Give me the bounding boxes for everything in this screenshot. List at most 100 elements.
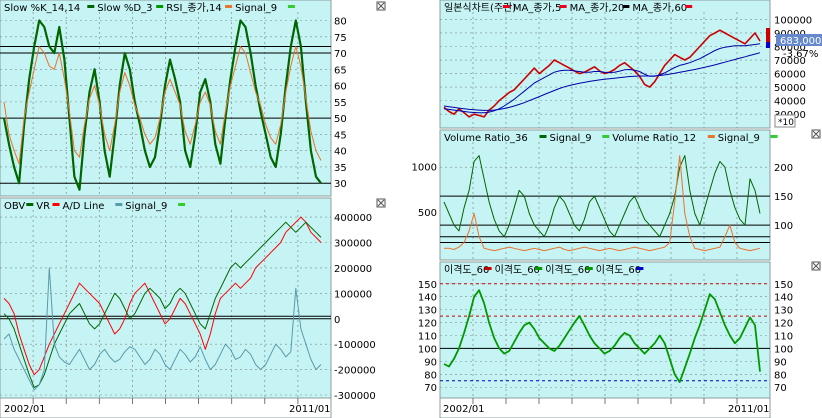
stochastic-legend-swatch (156, 5, 164, 8)
volume_ratio-legend-swatch (539, 135, 547, 138)
price-series-line (443, 52, 761, 111)
volume_ratio-axis-labels: 100 150 200 500 1000 (412, 163, 794, 233)
price-badge-value: 683,000 (780, 36, 821, 47)
stochastic-legend-label: Slow %D_3 (97, 3, 152, 14)
disparity-legend: 이격도_60 이격도_60 이격도_60 이격도_60 (444, 263, 644, 276)
obv-tick-label: -200000 (334, 366, 376, 377)
close-box-icon[interactable] (811, 129, 821, 139)
obv-vr-panel: -300000 -200000 -100000 0 100000 200000 300000… (0, 197, 376, 402)
date-start-right: 2002/01 (443, 404, 485, 415)
disparity-tick-label: 110 (774, 332, 793, 343)
stochastic-legend-swatch (225, 5, 233, 8)
stochastic-legend-label: Signal_9 (235, 3, 277, 14)
stochastic-tick-label: 75 (334, 33, 347, 44)
obv-legend-label: A/D Line (63, 201, 105, 212)
volume_ratio-legend: Volume Ratio_36 Signal_9 Volume Ratio_12 Si… (444, 133, 778, 144)
stochastic-axis-labels: 30 35 40 45 50 55 60 65 70 75 80 (334, 17, 347, 191)
date-end-left: 2011/01 (289, 404, 331, 415)
stochastic-tick-label: 40 (334, 147, 347, 158)
obv-series-line (3, 221, 322, 388)
stochastic-tick-label: 55 (334, 98, 347, 109)
obv-background (0, 197, 332, 399)
volume_ratio-tick-label: 200 (774, 163, 793, 174)
disparity-left-tick-label: 130 (418, 306, 437, 317)
stochastic-legend-label: RSI_종가,14 (166, 2, 222, 14)
disparity-left-tick-label: 150 (418, 280, 437, 291)
price-horizontal-grid (440, 19, 770, 115)
disparity-legend-label: 이격도_60 (495, 263, 540, 276)
price-legend-label: MA_종가,20 (570, 2, 625, 14)
volume_ratio-tick-label: 150 (774, 192, 793, 203)
stochastic-legend: Slow %K_14,14 Slow %D_3 RSI_종가,14 Signal_9 (4, 2, 295, 14)
stochastic-tick-label: 45 (334, 130, 347, 141)
disparity-tick-label: 80 (774, 370, 787, 381)
disparity-legend-label: 이격도_60 (444, 263, 489, 276)
disparity-left-tick-label: 80 (424, 370, 437, 381)
obv-axis-labels: -300000 -200000 -100000 0 100000 200000 300000… (334, 213, 376, 402)
disparity-tick-label: 140 (774, 293, 793, 304)
price-tick-label: 50000 (774, 83, 806, 94)
obv-legend-label: OBV (4, 201, 25, 212)
disparity-tick-label: 70 (774, 383, 787, 394)
price-legend-swatch (559, 5, 567, 8)
volume_ratio-left-tick-label: 1000 (412, 163, 437, 174)
price-legend-label: 일본식차트(주간) (444, 2, 516, 14)
disparity-legend-swatch (484, 267, 492, 270)
volume_ratio-legend-swatch (602, 135, 610, 138)
disparity-tick-label: 100 (774, 344, 793, 355)
obv-tick-label: 0 (334, 315, 340, 326)
multiplier-label: *10 (778, 118, 794, 128)
obv-tick-label: 300000 (334, 239, 372, 250)
stochastic-tick-label: 50 (334, 114, 347, 125)
obv-legend-swatch (52, 203, 60, 206)
price-tick-label: 70000 (774, 56, 806, 67)
disparity-tick-label: 90 (774, 357, 787, 368)
volume_ratio-left-tick-label: 500 (418, 208, 437, 219)
disparity-tick-label: 130 (774, 306, 793, 317)
stochastic-tick-label: 35 (334, 163, 347, 174)
obv-tick-label: -300000 (334, 391, 376, 402)
disparity-left-tick-label: 100 (418, 344, 437, 355)
close-box-icon[interactable] (376, 1, 386, 11)
date-start-left: 2002/01 (4, 404, 46, 415)
obv-legend-label: VR (36, 201, 50, 212)
close-box-icon[interactable] (811, 261, 821, 271)
price-legend: 일본식차트(주간)MA_종가,5 MA_종가,20 MA_종가,60 (444, 2, 693, 14)
stochastic-tick-label: 65 (334, 65, 347, 76)
volume_ratio-series-line (444, 155, 761, 252)
close-box-icon[interactable] (376, 198, 386, 208)
obv-legend-swatch (26, 203, 34, 206)
disparity-panel: 7080901001101201301401507080901001101201… (418, 261, 793, 399)
obv-vertical-grid (32, 210, 299, 398)
obv-legend-label: Signal_9 (125, 201, 167, 212)
obv-tick-label: -100000 (334, 340, 376, 351)
volume_ratio-legend-label: Signal_9 (550, 133, 592, 144)
obv-legend-swatch (115, 203, 123, 206)
disparity-tick-label: 120 (774, 319, 793, 330)
stochastic-tick-label: 70 (334, 49, 347, 60)
disparity-series-line (443, 289, 761, 384)
disparity-legend-label: 이격도_60 (596, 263, 641, 276)
price-change: -3.67% (783, 49, 818, 60)
price-vertical-grid (472, 12, 738, 128)
stochastic-tick-label: 30 (334, 179, 347, 190)
multiplier-box (774, 114, 796, 128)
date-end-right: 2011/01 (728, 404, 770, 415)
volume_ratio-legend-swatch (770, 135, 778, 138)
volume_ratio-tick-label: 100 (774, 221, 793, 232)
disparity-left-tick-label: 90 (424, 357, 437, 368)
disparity-tick-label: 150 (774, 280, 793, 291)
volume_ratio-background (439, 129, 771, 261)
volume_ratio-legend-label: Volume Ratio_12 (612, 133, 696, 144)
stochastic-legend-swatch (287, 5, 295, 8)
disparity-legend-swatch (535, 267, 543, 270)
price-legend-label: MA_종가,5 (513, 2, 561, 14)
price-legend-swatch (622, 5, 630, 8)
obv-legend-swatch (178, 203, 186, 206)
price-tick-label: 40000 (774, 97, 806, 108)
price-legend-swatch (502, 5, 510, 8)
stochastic-legend-label: Slow %K_14,14 (4, 3, 80, 14)
